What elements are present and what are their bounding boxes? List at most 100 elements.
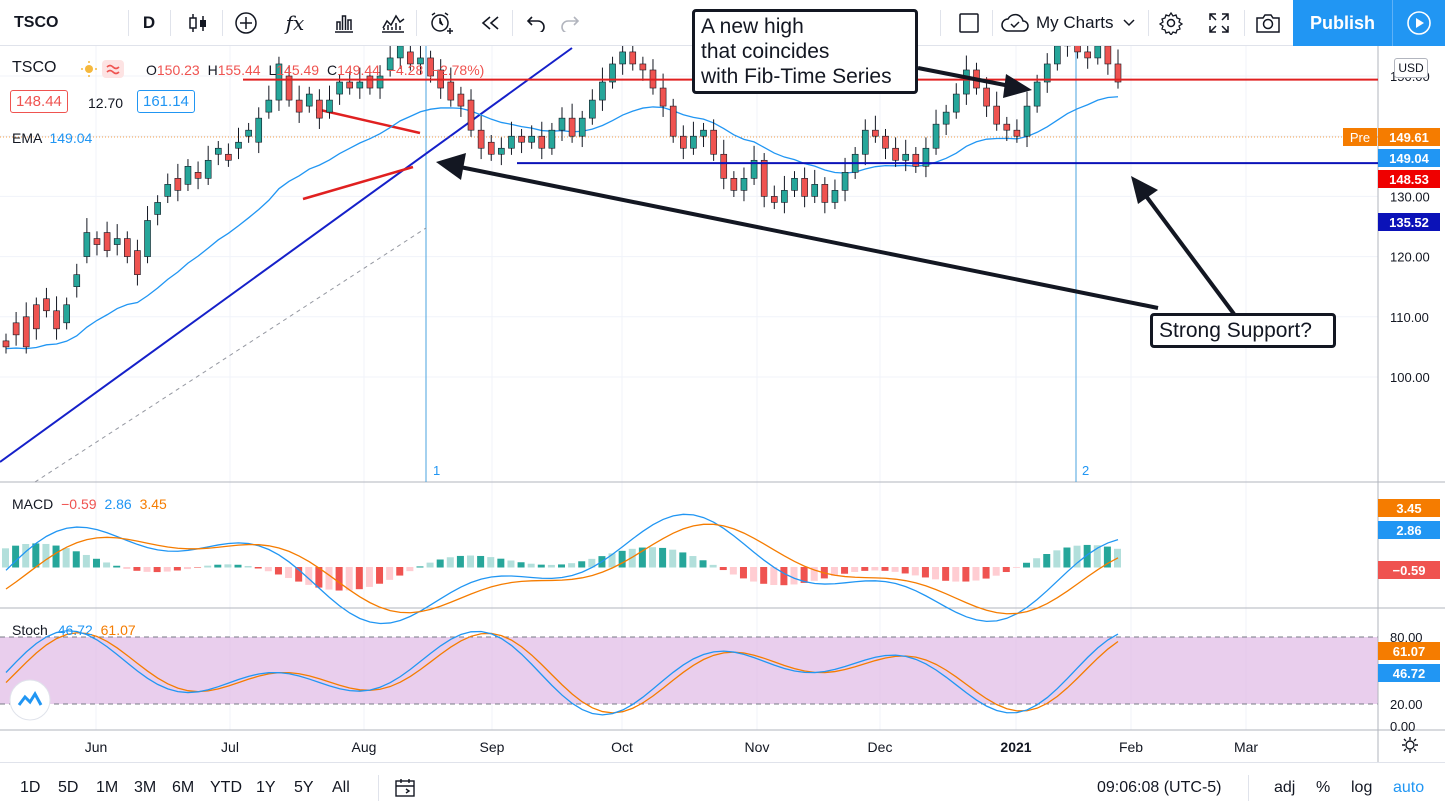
axis-settings-gear-icon[interactable] (1402, 737, 1418, 753)
candle-body (93, 238, 101, 245)
financials-icon[interactable] (326, 0, 362, 46)
macd-histogram-bar (123, 567, 131, 569)
x-tick-label: Mar (1234, 739, 1258, 755)
candle-body (245, 129, 252, 137)
macd-histogram-bar (133, 567, 141, 571)
percent-toggle[interactable]: % (1316, 779, 1331, 796)
macd-histogram-bar (659, 547, 667, 568)
fib-time-label-1: 1 (433, 463, 440, 478)
macd-histogram-bar (396, 567, 404, 576)
macd-histogram-bar (962, 567, 970, 582)
open-value: 150.23 (156, 62, 200, 78)
arrow-new-high (917, 66, 1011, 88)
range-all-button[interactable]: All (332, 779, 350, 796)
candle-body (821, 184, 829, 203)
range-5d-button[interactable]: 5D (58, 779, 79, 796)
goto-date-calendar-icon[interactable] (394, 763, 416, 812)
ema-legend: EMA 149.04 (12, 130, 92, 146)
macd-histogram-bar (143, 567, 151, 572)
x-tick-label: Aug (352, 739, 377, 755)
macd-histogram-bar (1053, 550, 1061, 568)
stoch-indicator (5, 630, 1119, 716)
macd-histogram-bar (315, 567, 323, 588)
compare-add-icon[interactable] (228, 0, 264, 46)
macd-histogram-bar (760, 567, 768, 584)
candle-body (336, 81, 343, 95)
macd-histogram-bar (497, 558, 505, 568)
candle-body (305, 93, 313, 107)
annotation-line: A new high (701, 15, 804, 38)
interval-button[interactable]: D (142, 13, 156, 32)
auto-toggle[interactable]: auto (1393, 779, 1425, 796)
low-label: L (268, 62, 277, 78)
candle-body (831, 190, 839, 203)
ask-box[interactable]: 161.14 (137, 90, 195, 113)
macd-histogram-bar (467, 555, 475, 568)
macd-signal-tag: 3.45 (1378, 499, 1440, 517)
toolbar-divider (1248, 775, 1249, 801)
macd-histogram-bar (477, 555, 485, 568)
replay-icon[interactable] (472, 0, 508, 46)
adj-toggle[interactable]: adj (1274, 779, 1296, 796)
candle-body (407, 51, 414, 65)
tradingview-logo-icon (9, 679, 51, 721)
candle-body (164, 184, 172, 197)
macd-histogram-bar (689, 556, 697, 568)
alert-icon[interactable] (422, 0, 460, 46)
macd-histogram-bar (295, 567, 303, 582)
macd-histogram-bar (800, 567, 808, 583)
candle-body (417, 57, 424, 65)
ema-price-tag: 149.04 (1378, 149, 1440, 167)
range-1y-button[interactable]: 1Y (256, 779, 276, 796)
range-6m-button[interactable]: 6M (172, 779, 195, 796)
range-3m-button[interactable]: 3M (134, 779, 157, 796)
undo-icon[interactable] (520, 0, 552, 46)
candle-body (356, 81, 364, 89)
range-5y-button[interactable]: 5Y (294, 779, 314, 796)
play-icon[interactable] (1392, 0, 1445, 46)
macd-histogram-bar (932, 567, 940, 580)
settings-gear-icon[interactable] (1152, 0, 1190, 46)
macd-histogram-bar (608, 553, 616, 568)
candle-body (1094, 46, 1102, 59)
toolbar-divider (940, 10, 941, 36)
currency-label[interactable]: USD (1394, 58, 1428, 78)
redo-icon[interactable] (554, 0, 586, 46)
macd-histogram-bar (830, 567, 838, 576)
annotation-new-high[interactable]: A new high that coincides with Fib-Time … (692, 9, 918, 94)
support-price-tag: 135.52 (1378, 213, 1440, 231)
macd-histogram-bar (355, 567, 363, 590)
macd-histogram-bar (628, 548, 636, 568)
templates-icon[interactable] (374, 0, 412, 46)
layout-select-icon[interactable] (950, 0, 988, 46)
publish-button[interactable]: Publish (1293, 0, 1392, 46)
fullscreen-icon[interactable] (1200, 0, 1238, 46)
macd-histogram-bar (153, 567, 161, 573)
macd-histogram-bar (234, 564, 242, 568)
price-axis-ticks: 100.00110.00120.00130.00140.00150.000.00… (1390, 69, 1430, 734)
x-tick-label: Sep (480, 739, 505, 755)
bid-box[interactable]: 148.44 (10, 90, 68, 113)
range-1m-button[interactable]: 1M (96, 779, 119, 796)
indicators-button[interactable]: fx (285, 11, 305, 35)
log-toggle[interactable]: log (1351, 779, 1373, 796)
range-ytd-button[interactable]: YTD (210, 779, 242, 796)
clock-time[interactable]: 09:06:08 (UTC-5) (1097, 779, 1222, 796)
price-chart[interactable]: 1 2 100.00110.00120.00130.00140.00150.00… (0, 46, 1445, 762)
macd-histogram-bar (2, 548, 9, 568)
annotation-support[interactable]: Strong Support? (1150, 313, 1336, 348)
macd-hist-value: −0.59 (61, 496, 97, 512)
macd-histogram-bar (750, 567, 758, 582)
range-1d-button[interactable]: 1D (20, 779, 41, 796)
snapshot-camera-icon[interactable] (1248, 0, 1288, 46)
macd-legend: MACD −0.59 2.86 3.45 (12, 496, 167, 512)
macd-histogram-bar (52, 545, 60, 568)
my-charts-button[interactable]: My Charts (1000, 0, 1145, 46)
macd-histogram-bar (487, 557, 495, 568)
symbol-search-button[interactable]: TSCO (14, 14, 59, 31)
candle-body (2, 340, 10, 348)
macd-histogram-bar (810, 567, 818, 581)
macd-indicator (2, 513, 1121, 625)
chart-type-candles-icon[interactable] (180, 0, 216, 46)
candle-body (669, 105, 677, 137)
